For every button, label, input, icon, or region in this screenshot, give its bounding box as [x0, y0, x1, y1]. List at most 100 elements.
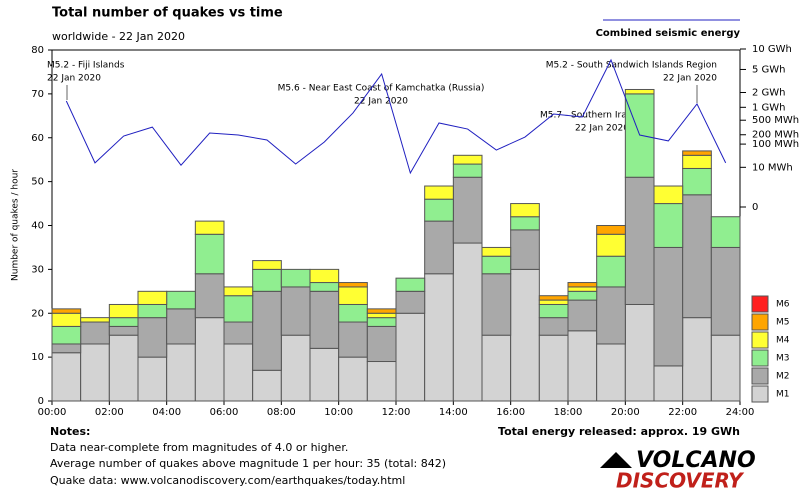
bar-segment — [567, 290, 598, 301]
legend-label: M6 — [776, 300, 790, 310]
bar-segment — [710, 334, 741, 402]
chart-subtitle: worldwide - 22 Jan 2020 — [52, 30, 185, 43]
bar-segment — [280, 286, 311, 336]
bar-segment — [395, 312, 426, 402]
bar-segment — [194, 220, 225, 235]
bar-segment — [166, 343, 196, 402]
bar-segment — [452, 154, 483, 165]
bar-segment — [481, 273, 512, 336]
bar-segment — [309, 282, 340, 292]
bar-segment — [596, 233, 626, 257]
annotation: M5.7 - Southern Iran — [540, 111, 632, 121]
note: Average number of quakes above magnitude… — [50, 457, 446, 470]
y-tick-label: 70 — [31, 89, 44, 100]
bar-segment — [51, 352, 82, 402]
bar-segment — [252, 268, 282, 292]
bar-segment — [567, 286, 598, 292]
bar-segment — [366, 361, 397, 402]
y2-tick-label: 0 — [752, 202, 758, 213]
x-tick-label: 00:00 — [38, 407, 67, 418]
bar-segment — [596, 255, 626, 288]
bar-segment — [252, 290, 282, 371]
bar-segment — [194, 317, 225, 402]
legend-label: M1 — [776, 390, 790, 400]
bar-segment — [452, 163, 483, 178]
bar-segment — [395, 290, 426, 314]
y2-tick-label: 200 MWh — [752, 130, 799, 141]
bar-segment — [481, 255, 512, 275]
notes-title: Notes: — [50, 425, 90, 438]
bar-segment — [596, 286, 626, 345]
bar-segment — [137, 317, 168, 358]
bar-segment — [80, 321, 110, 345]
x-tick-label: 10:00 — [324, 407, 353, 418]
annotation-date: 22 Jan 2020 — [575, 124, 629, 134]
logo-text: VOLCANO — [636, 448, 756, 473]
legend-swatch — [751, 331, 769, 349]
annotation-date: 22 Jan 2020 — [47, 74, 101, 84]
annotation: M5.6 - Near East Coast of Kamchatka (Rus… — [278, 84, 485, 94]
bar-segment — [338, 303, 368, 323]
logo-icon — [600, 452, 632, 468]
bar-segment — [682, 194, 712, 319]
bar-segment — [338, 282, 368, 288]
bar-segment — [538, 303, 569, 319]
legend-label: M4 — [776, 336, 790, 346]
bar-segment — [682, 150, 712, 156]
y-tick-label: 10 — [31, 352, 44, 363]
bar-segment — [481, 246, 512, 257]
bar-segment — [510, 216, 540, 231]
y2-tick-label: 100 MWh — [752, 139, 799, 150]
y-tick-label: 30 — [31, 264, 44, 275]
bar-segment — [137, 356, 168, 402]
bar-segment — [309, 268, 340, 284]
bar-segment — [166, 308, 196, 345]
logo: VOLCANO DISCOVERY — [600, 448, 756, 493]
legend-swatch — [751, 367, 769, 385]
bar-segment — [137, 303, 168, 319]
bar-segment — [424, 220, 454, 275]
y-tick-label: 40 — [31, 221, 44, 232]
legend-label: M5 — [776, 318, 790, 328]
bar-segment — [538, 295, 569, 301]
bar-segment — [653, 185, 684, 205]
y2-tick-label: 1 GWh — [752, 102, 786, 113]
bar-segment — [223, 343, 254, 402]
bar-segment — [567, 330, 598, 402]
bar-segment — [596, 225, 626, 235]
bar-segment — [567, 282, 598, 288]
bar-segment — [194, 273, 225, 319]
x-tick-label: 02:00 — [95, 407, 124, 418]
x-tick-label: 20:00 — [611, 407, 640, 418]
bar-segment — [510, 203, 540, 218]
bar-segment — [653, 203, 684, 248]
y-axis-label: Number of quakes / hour — [11, 169, 21, 281]
bar-segment — [481, 334, 512, 402]
bar-segment — [309, 347, 340, 402]
bar-segment — [223, 321, 254, 345]
annotation: M5.2 - Fiji Islands — [47, 61, 125, 71]
bar-segment — [194, 233, 225, 275]
energy-line — [65, 58, 727, 175]
bar-segment — [338, 286, 368, 305]
y2-tick-label: 10 MWh — [752, 162, 793, 173]
bar-segment — [108, 334, 139, 402]
bar-segment — [682, 167, 712, 196]
bar-segment — [338, 321, 368, 358]
bar-segment — [51, 325, 82, 345]
bar-segment — [166, 290, 196, 310]
bar-segment — [452, 242, 483, 402]
bar-segment — [653, 365, 684, 402]
bar-segment — [366, 317, 397, 327]
y2-tick-label: 10 GWh — [752, 44, 792, 55]
bar-segment — [108, 317, 139, 327]
bar-segment — [452, 176, 483, 244]
bar-segment — [80, 317, 110, 323]
bar-segment — [567, 299, 598, 332]
bar-segment — [682, 154, 712, 169]
logo-text: DISCOVERY — [616, 469, 745, 493]
bar-segment — [510, 268, 540, 402]
legend-label: M3 — [776, 354, 790, 364]
bar-segment — [223, 295, 254, 323]
bar-segment — [624, 93, 655, 178]
